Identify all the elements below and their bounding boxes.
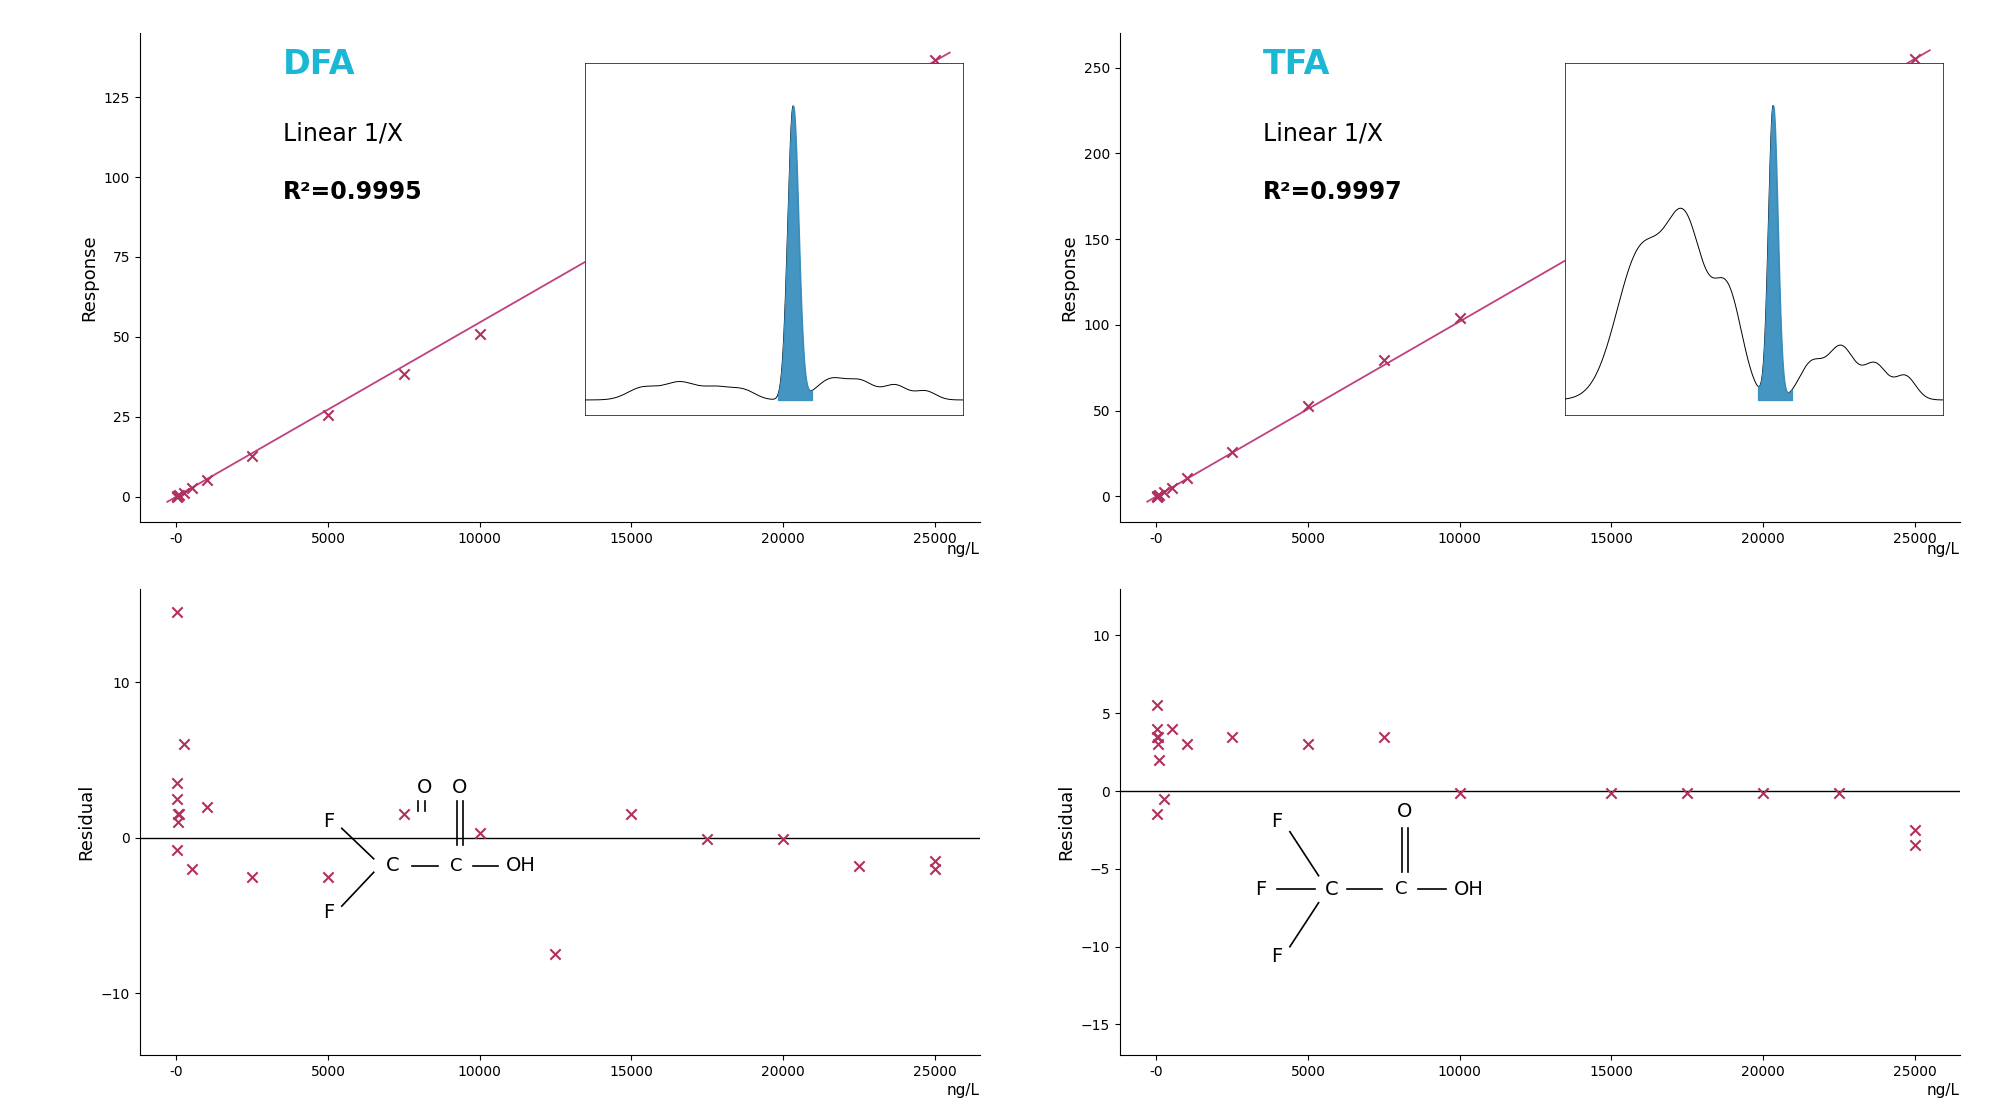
Text: R²=0.9997: R²=0.9997 bbox=[1262, 180, 1402, 204]
Point bbox=[540, 945, 572, 963]
Y-axis label: Residual: Residual bbox=[1058, 784, 1076, 860]
Point bbox=[1898, 50, 1930, 68]
Point bbox=[1170, 470, 1202, 488]
Point bbox=[162, 487, 194, 504]
Point bbox=[1142, 720, 1174, 738]
Text: R²=0.9995: R²=0.9995 bbox=[282, 180, 422, 204]
Point bbox=[464, 824, 496, 842]
Point bbox=[190, 471, 222, 489]
Point bbox=[1672, 179, 1704, 197]
Point bbox=[1170, 735, 1202, 753]
Point bbox=[1292, 398, 1324, 416]
Text: ng/L: ng/L bbox=[948, 542, 980, 557]
Point bbox=[312, 868, 344, 885]
Point bbox=[1216, 443, 1248, 461]
Point bbox=[1148, 790, 1180, 808]
Point bbox=[616, 244, 648, 262]
Point bbox=[1140, 488, 1172, 506]
Point bbox=[1140, 805, 1172, 823]
Point bbox=[1898, 821, 1930, 839]
Point bbox=[918, 860, 950, 878]
Text: ng/L: ng/L bbox=[948, 1083, 980, 1099]
Text: Linear 1/X: Linear 1/X bbox=[1262, 121, 1382, 146]
Point bbox=[168, 735, 200, 753]
Point bbox=[176, 860, 208, 878]
Point bbox=[388, 805, 420, 823]
Point bbox=[842, 857, 874, 874]
Point bbox=[388, 364, 420, 382]
Point bbox=[160, 603, 192, 621]
Point bbox=[1368, 728, 1400, 745]
Y-axis label: Response: Response bbox=[80, 234, 98, 321]
Point bbox=[1444, 783, 1476, 801]
Point bbox=[1140, 697, 1172, 714]
Point bbox=[1148, 483, 1180, 501]
Point bbox=[1368, 351, 1400, 369]
Point bbox=[164, 487, 196, 504]
Point bbox=[236, 447, 268, 464]
Point bbox=[464, 324, 496, 342]
Point bbox=[1596, 223, 1628, 241]
Point bbox=[1292, 735, 1324, 753]
Point bbox=[162, 790, 194, 808]
Y-axis label: Response: Response bbox=[1060, 234, 1078, 321]
Point bbox=[162, 774, 194, 792]
Point bbox=[1156, 479, 1188, 497]
Point bbox=[692, 830, 724, 848]
Point bbox=[766, 830, 798, 848]
Point bbox=[162, 488, 194, 506]
Text: DFA: DFA bbox=[282, 48, 356, 81]
Point bbox=[236, 868, 268, 885]
Point bbox=[176, 480, 208, 498]
Point bbox=[1216, 728, 1248, 745]
Text: ng/L: ng/L bbox=[1928, 1083, 1960, 1099]
Point bbox=[918, 852, 950, 870]
Point bbox=[842, 127, 874, 144]
Point bbox=[164, 805, 196, 823]
Point bbox=[616, 805, 648, 823]
Point bbox=[1898, 837, 1930, 854]
Point bbox=[1144, 487, 1176, 504]
Point bbox=[168, 483, 200, 501]
Point bbox=[1822, 783, 1854, 801]
Point bbox=[1142, 735, 1174, 753]
Y-axis label: Residual: Residual bbox=[78, 784, 96, 860]
Point bbox=[1596, 783, 1628, 801]
Point bbox=[1144, 751, 1176, 769]
Point bbox=[162, 805, 194, 823]
Point bbox=[1444, 309, 1476, 327]
Point bbox=[1746, 783, 1778, 801]
Point bbox=[1142, 728, 1174, 745]
Point bbox=[1142, 728, 1174, 745]
Point bbox=[190, 798, 222, 815]
Point bbox=[1822, 94, 1854, 112]
Text: TFA: TFA bbox=[1262, 48, 1330, 81]
Point bbox=[1672, 783, 1704, 801]
Point bbox=[160, 488, 192, 506]
Point bbox=[918, 51, 950, 69]
Point bbox=[1746, 139, 1778, 157]
Point bbox=[1142, 487, 1174, 504]
Point bbox=[766, 167, 798, 184]
Point bbox=[160, 841, 192, 859]
Point bbox=[692, 208, 724, 226]
Point bbox=[1142, 488, 1174, 506]
Point bbox=[1156, 720, 1188, 738]
Text: ng/L: ng/L bbox=[1928, 542, 1960, 557]
Point bbox=[162, 813, 194, 831]
Point bbox=[312, 407, 344, 424]
Text: Linear 1/X: Linear 1/X bbox=[282, 121, 402, 146]
